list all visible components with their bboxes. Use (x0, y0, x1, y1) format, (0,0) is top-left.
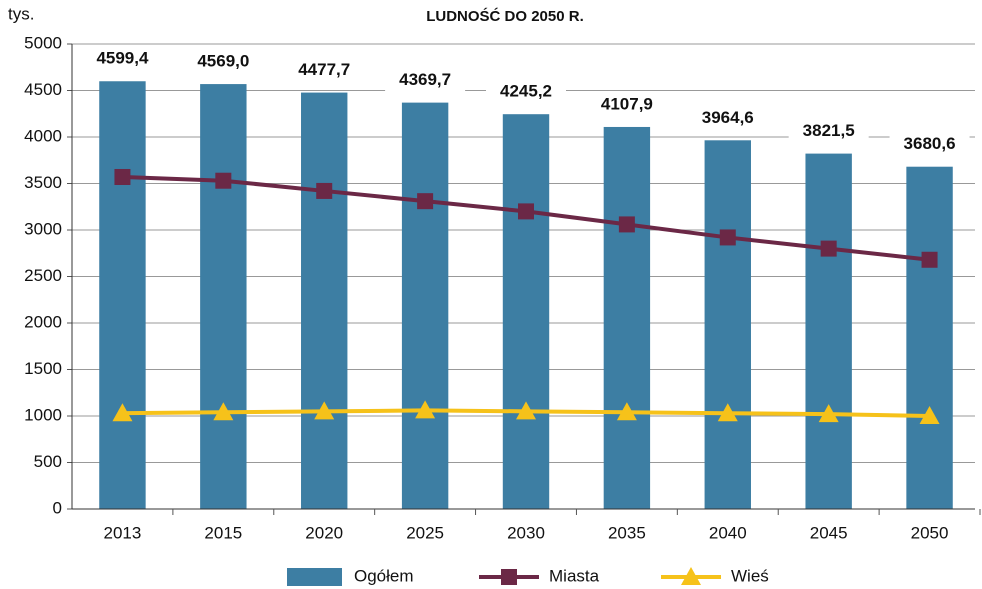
y-tick-label: 500 (34, 452, 62, 471)
x-tick-label: 2015 (204, 523, 242, 542)
bar (200, 84, 247, 509)
y-tick-label: 5000 (24, 33, 62, 52)
y-axis-label: tys. (8, 4, 34, 23)
value-label-bg (284, 58, 365, 83)
bar (502, 114, 550, 509)
legend-marker (501, 569, 517, 585)
bar (301, 92, 348, 509)
bar (805, 153, 852, 509)
marker (415, 400, 436, 419)
value-label-bg (586, 92, 667, 117)
x-tick-label: 2035 (608, 523, 646, 542)
marker (818, 404, 839, 423)
bar (99, 81, 146, 509)
y-tick-label: 1000 (24, 405, 62, 424)
value-label: 4107,9 (601, 94, 653, 113)
value-label-bg (486, 80, 566, 105)
bars (99, 81, 953, 510)
marker (213, 402, 234, 421)
marker (314, 401, 335, 420)
value-label: 4569,0 (197, 52, 249, 71)
legend-label: Wieś (731, 566, 769, 585)
value-label: 4369,7 (399, 70, 451, 89)
value-label-bg (82, 47, 163, 72)
value-label: 4245,2 (500, 82, 552, 101)
chart-title: LUDNOŚĆ DO 2050 R. (426, 7, 584, 25)
y-tick-label: 2500 (24, 266, 62, 285)
legend-marker (681, 567, 701, 585)
marker (719, 229, 736, 246)
marker (518, 203, 534, 220)
y-tick-label: 1500 (24, 359, 62, 378)
marker (616, 402, 637, 421)
marker (417, 193, 434, 210)
value-label: 3821,5 (803, 121, 855, 140)
marker (921, 251, 938, 268)
marker (114, 168, 131, 185)
value-label: 3680,6 (904, 134, 956, 153)
legend-label: Ogółem (354, 566, 414, 585)
x-tick-label: 2025 (406, 523, 444, 542)
x-tick-label: 2040 (709, 523, 747, 542)
y-tick-label: 3500 (24, 173, 62, 192)
y-tick-label: 0 (53, 498, 62, 517)
value-label-bg (889, 132, 970, 157)
x-tick-label: 2030 (507, 523, 545, 542)
bar (906, 166, 953, 509)
legend-swatch (287, 568, 342, 586)
marker (215, 172, 232, 189)
x-tick-label: 2050 (911, 523, 949, 542)
value-label: 4599,4 (96, 49, 149, 68)
x-tick-label: 2020 (305, 523, 343, 542)
y-tick-label: 3000 (24, 219, 62, 238)
value-label-bg (687, 106, 768, 131)
lines (112, 168, 940, 424)
bar (704, 140, 751, 509)
x-tick-label: 2013 (104, 523, 142, 542)
marker (919, 406, 940, 424)
marker (516, 401, 536, 420)
value-label-bg (183, 50, 264, 75)
marker (112, 403, 133, 422)
y-tick-label: 4500 (24, 80, 62, 99)
marker (618, 216, 635, 233)
value-label: 4477,7 (298, 60, 350, 79)
y-tick-label: 4000 (24, 126, 62, 145)
legend-label: Miasta (549, 566, 600, 585)
marker (316, 182, 333, 199)
marker (717, 403, 738, 422)
x-tick-label: 2045 (810, 523, 848, 542)
value-label-bg (788, 119, 869, 144)
value-label: 3964,6 (702, 108, 754, 127)
marker (820, 240, 837, 257)
value-label-bg (385, 68, 466, 93)
bar (401, 102, 449, 510)
y-tick-label: 2000 (24, 312, 62, 331)
bar (603, 126, 651, 509)
value-labels: 4599,4 4569,0 4477,7 4369,7 4245,2 4107,9 3964… (82, 47, 970, 157)
